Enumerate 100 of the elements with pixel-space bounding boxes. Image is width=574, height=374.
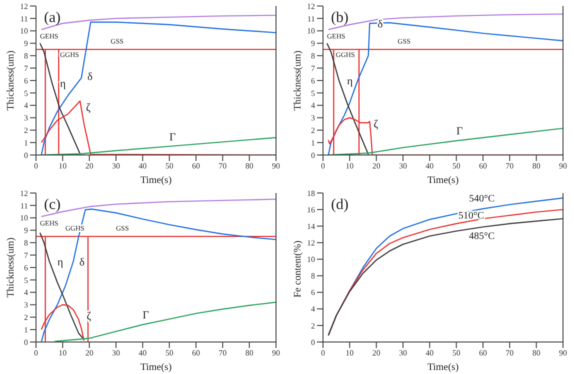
x-tick-label: 60 [192,162,200,171]
y-tick-label: 11 [307,14,315,24]
y-tick-label: 6 [24,76,28,86]
x-tick-label: 80 [245,348,254,358]
series-label: δ [79,256,85,268]
y-tick-label: 12 [307,238,315,248]
y-tick-label: 12 [20,2,28,11]
y-tick-label: 5 [24,88,28,98]
line-series [40,198,276,218]
x-tick-label: 20 [85,162,94,171]
y-tick-label: 0 [311,338,315,347]
y-axis-title: Thickness(um) [6,238,17,298]
y-tick-label: 0 [311,150,315,160]
x-tick-label: 40 [138,348,147,358]
y-tick-label: 11 [20,14,28,24]
y-tick-label: 8 [311,272,315,281]
y-tick-label: 10 [20,214,28,223]
y-tick-label: 1 [24,138,28,148]
y-tick-label: 6 [311,288,315,298]
y-tick-label: 7 [311,64,315,73]
y-tick-label: 4 [311,304,315,314]
x-tick-label: 20 [372,348,380,358]
x-axis-title: Time(s) [427,362,459,373]
x-tick-label: 60 [479,348,487,358]
x-tick-label: 50 [165,348,174,358]
series-label: Γ [142,310,150,322]
x-tick-label: 30 [112,348,120,358]
x-tick-label: 0 [34,162,38,171]
series-label: 510°C [458,210,484,222]
x-tick-label: 10 [346,162,354,171]
y-tick-label: 2 [311,126,315,136]
y-tick-label: 14 [307,222,315,231]
y-tick-label: 10 [20,26,28,36]
x-tick-label: 30 [399,348,407,358]
series-label: η [60,78,66,90]
x-tick-label: 90 [559,162,567,171]
x-tick-label: 50 [165,162,174,171]
x-axis-title: Time(s) [427,175,459,186]
x-tick-label: 30 [399,162,407,171]
line-series [54,302,276,342]
y-tick-label: 4 [311,101,315,110]
y-tick-label: 10 [307,255,315,264]
series-label: 540°C [469,194,495,205]
y-tick-label: 0 [24,150,28,160]
x-tick-label: 70 [506,162,514,171]
y-tick-label: 5 [311,88,315,98]
y-tick-label: 4 [24,101,28,110]
y-tick-label: 2 [311,321,315,330]
y-tick-label: 0 [24,338,28,347]
x-tick-label: 70 [218,162,227,171]
series-label: ζ [374,118,379,130]
chart-title: (c) [44,197,61,214]
x-tick-label: 0 [321,348,325,358]
x-tick-label: 20 [85,348,94,358]
x-tick-label: 90 [559,348,567,358]
y-tick-label: 2 [24,126,28,136]
x-axis-title: Time(s) [140,362,172,373]
x-tick-label: 90 [272,348,280,358]
series-label: 485°C [469,230,495,242]
y-tick-label: 16 [307,205,315,214]
x-tick-label: 40 [138,162,147,171]
x-tick-label: 10 [346,348,354,358]
y-tick-label: 3 [311,114,315,123]
y-tick-label: 6 [311,76,315,86]
y-tick-label: 3 [24,114,28,123]
series-label: δ [87,71,93,84]
x-tick-label: 90 [272,162,280,171]
y-tick-label: 18 [307,188,315,198]
y-tick-label: 7 [24,64,28,73]
y-tick-label: 6 [24,263,28,272]
series-label: ζ [86,102,91,114]
y-axis-title: Thickness(um) [292,50,304,110]
y-tick-label: 1 [24,325,28,334]
y-tick-label: 2 [24,313,28,322]
y-tick-label: 8 [24,52,28,61]
x-tick-label: 70 [218,348,227,358]
x-tick-label: 0 [321,162,325,171]
series-label: Γ [456,126,463,138]
x-tick-label: 80 [532,162,540,171]
y-tick-label: 9 [24,226,28,236]
y-tick-label: 3 [24,300,28,310]
y-tick-label: 9 [24,39,28,48]
x-tick-label: 40 [426,348,434,358]
y-tick-label: 5 [24,276,28,285]
x-tick-label: 40 [426,162,434,171]
x-tick-label: 60 [479,162,487,171]
y-tick-label: 4 [24,288,28,298]
y-tick-label: 10 [307,26,315,36]
x-tick-label: 10 [58,162,67,171]
y-tick-label: 7 [24,250,28,260]
x-tick-label: 0 [34,348,38,358]
series-label: Γ [169,131,176,144]
y-tick-label: 1 [311,138,315,148]
x-tick-label: 80 [532,348,540,358]
x-tick-label: 70 [506,348,514,358]
x-tick-label: 20 [372,162,380,171]
chart-title: (b) [331,10,348,27]
series-label: η [347,76,353,88]
y-tick-label: 8 [311,52,315,61]
y-tick-label: 8 [24,238,28,248]
